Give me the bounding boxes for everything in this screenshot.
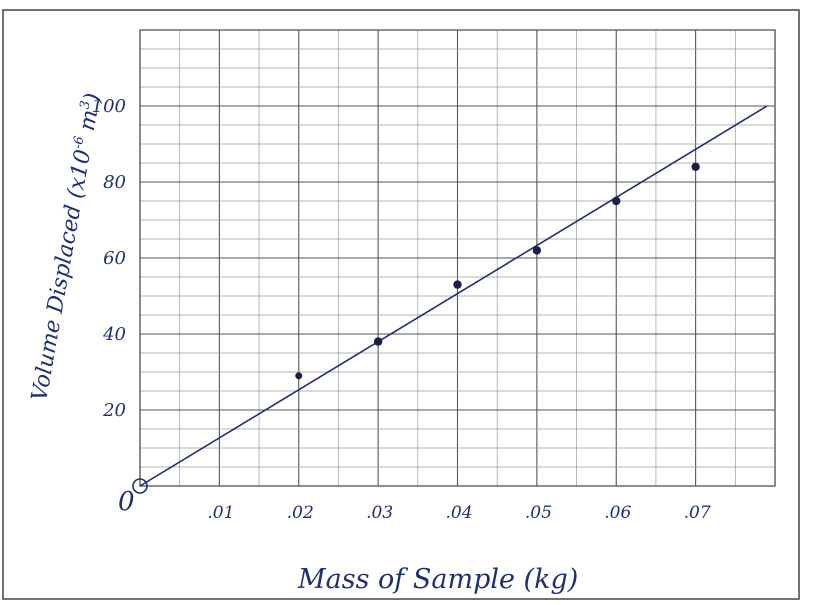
y-axis-label-unit-exp: 3 — [78, 100, 94, 111]
x-tick-label: .03 — [366, 503, 393, 523]
y-tick-label: 20 — [102, 400, 126, 421]
x-tick-label: .05 — [525, 503, 552, 523]
y-axis-label-unit: m — [74, 108, 103, 140]
best-fit-line — [139, 105, 768, 487]
grid — [139, 29, 776, 487]
paper-border — [2, 9, 800, 600]
y-tick-label: 60 — [103, 248, 126, 269]
data-point — [532, 246, 542, 255]
plot-area-border — [139, 29, 776, 487]
x-tick-label: .06 — [604, 503, 631, 523]
data-point — [612, 196, 621, 206]
data-point — [453, 280, 462, 289]
x-tick-label: .04 — [446, 503, 473, 523]
data-point-origin — [132, 478, 148, 494]
data-point — [691, 162, 700, 171]
y-tick-label: 40 — [102, 324, 126, 345]
x-axis-label: Mass of Sample (kg) — [297, 564, 578, 595]
data-point — [373, 337, 383, 346]
origin-label: 0 — [118, 487, 135, 517]
x-tick-labels: .01 .02 .03 .04 .05 .06 .07 — [207, 503, 710, 523]
y-tick-labels: 20 40 60 80 100 — [92, 96, 126, 421]
x-tick-label: .01 — [207, 503, 234, 523]
x-tick-label: .07 — [684, 503, 711, 523]
x-tick-label: .02 — [287, 503, 314, 523]
y-tick-label: 100 — [92, 96, 126, 117]
y-tick-label: 80 — [103, 172, 126, 193]
y-axis-label-exp: -6 — [71, 135, 88, 150]
y-axis-label-close: ) — [80, 91, 106, 105]
data-points — [132, 162, 700, 494]
fit-line-group — [139, 105, 768, 487]
data-point — [295, 372, 303, 380]
